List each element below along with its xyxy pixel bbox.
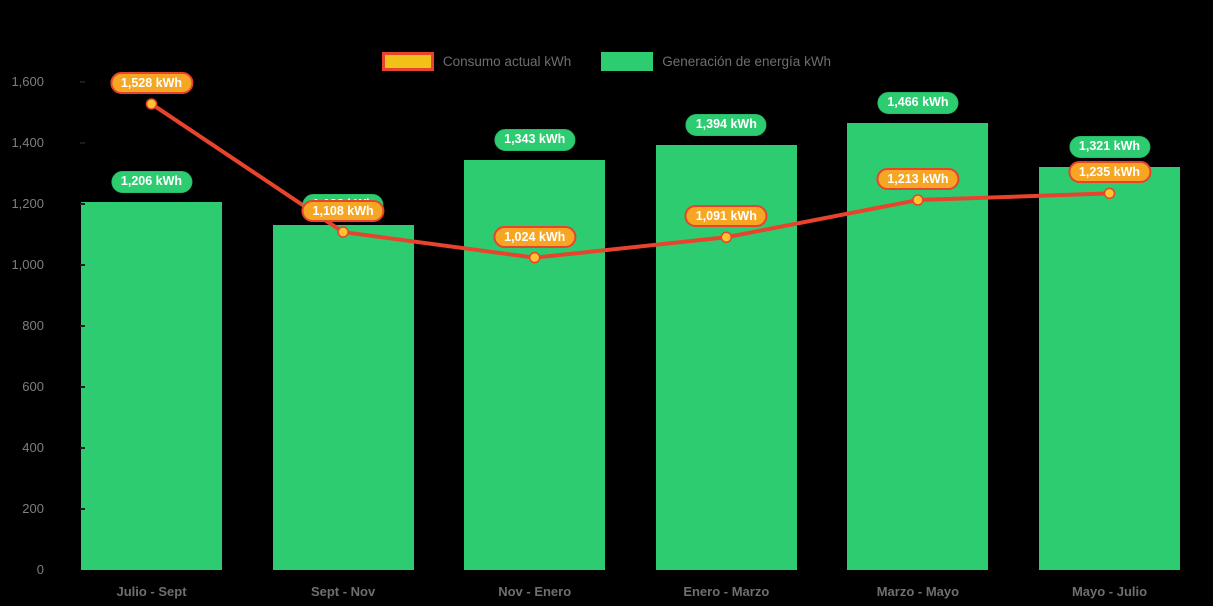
- consumption-point-marker[interactable]: [912, 194, 924, 206]
- generation-bar[interactable]: [81, 202, 222, 570]
- y-axis-tickmark: [80, 264, 85, 266]
- generation-value-label: 1,394 kWh: [685, 113, 767, 136]
- y-axis-tick-label: 1,000: [11, 257, 44, 272]
- x-axis-category-label: Marzo - Mayo: [876, 584, 960, 599]
- consumption-value-label: 1,235 kWh: [1067, 161, 1152, 184]
- y-axis-tick-label: 200: [22, 501, 44, 516]
- consumption-point-marker[interactable]: [1103, 187, 1116, 200]
- y-axis-tickmark: [80, 325, 85, 327]
- x-axis-category-label: Julio - Sept: [116, 584, 187, 599]
- y-axis-tick-label: 0: [36, 562, 44, 577]
- generation-value-label: 1,343 kWh: [494, 129, 576, 152]
- consumption-point-marker[interactable]: [528, 251, 541, 264]
- consumption-value-label: 1,091 kWh: [684, 205, 768, 228]
- y-axis-tick-label: 1,400: [11, 135, 44, 150]
- y-axis-tickmark: [80, 142, 85, 144]
- legend-label: Generación de energía kWh: [662, 54, 832, 69]
- x-axis-category-label: Enero - Marzo: [683, 584, 770, 599]
- consumo-swatch-icon: [381, 52, 434, 71]
- y-axis-tickmark: [80, 81, 85, 83]
- consumption-line: [150, 102, 1110, 260]
- y-axis-tickmark: [80, 447, 85, 449]
- y-axis-tickmark: [80, 203, 85, 205]
- legend-label: Consumo actual kWh: [442, 54, 572, 69]
- consumption-point-marker[interactable]: [145, 98, 158, 110]
- x-axis-category-label: Sept - Nov: [310, 584, 376, 599]
- y-axis-tick-label: 400: [22, 440, 44, 455]
- generation-value-label: 1,321 kWh: [1068, 136, 1151, 159]
- generation-value-label: 1,206 kWh: [110, 171, 193, 194]
- x-axis-category-label: Nov - Enero: [498, 584, 572, 599]
- y-axis-tick-label: 1,600: [11, 74, 44, 89]
- y-axis-tick-label: 600: [22, 379, 44, 394]
- y-axis-tick-label: 800: [22, 318, 44, 333]
- consumption-value-label: 1,024 kWh: [493, 225, 577, 248]
- x-axis-category-label: Mayo - Julio: [1071, 584, 1148, 599]
- consumption-value-label: 1,108 kWh: [301, 200, 385, 223]
- consumption-value-label: 1,528 kWh: [109, 71, 194, 94]
- generacion-swatch-icon: [601, 52, 654, 71]
- generation-bar[interactable]: [1039, 167, 1180, 570]
- y-axis-tick-label: 1,200: [11, 196, 44, 211]
- legend-item-consumo[interactable]: Consumo actual kWh: [381, 52, 572, 71]
- generation-bar[interactable]: [272, 224, 414, 570]
- consumption-value-label: 1,213 kWh: [876, 168, 960, 191]
- consumption-point-marker[interactable]: [337, 226, 349, 238]
- chart-legend: Consumo actual kWh Generación de energía …: [0, 52, 1213, 71]
- y-axis-tickmark: [80, 386, 85, 388]
- generation-value-label: 1,466 kWh: [877, 91, 959, 114]
- y-axis-tickmark: [80, 508, 85, 510]
- consumption-point-marker[interactable]: [720, 231, 733, 243]
- legend-item-generacion[interactable]: Generación de energía kWh: [601, 52, 831, 71]
